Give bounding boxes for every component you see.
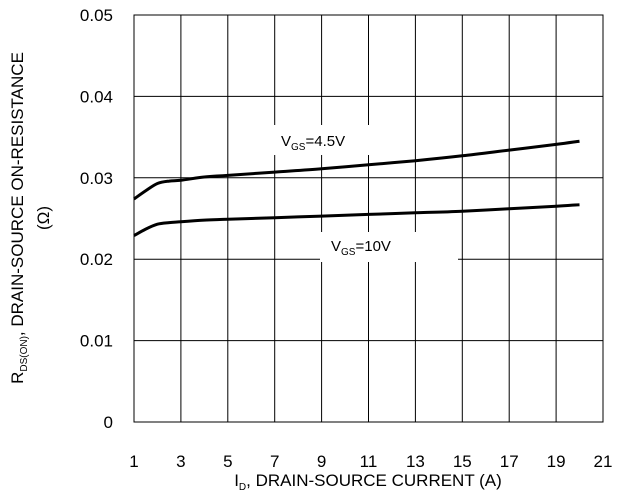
y-tick-label: 0.02 (80, 250, 113, 269)
y-tick-label: 0.03 (80, 169, 113, 188)
x-tick-label: 11 (360, 452, 378, 471)
grid-lines (133, 14, 604, 423)
x-tick-label: 19 (547, 452, 566, 471)
annotation-bg-vgs-4.5v (270, 125, 380, 155)
y-tick-labels: 0 0.01 0.02 0.03 0.04 0.05 (80, 6, 113, 432)
series-line-1 (133, 203, 580, 237)
annotation-vgs-4.5v: VGS=4.5V (281, 133, 345, 153)
series-lines (133, 139, 580, 237)
x-tick-label: 3 (176, 452, 185, 471)
plot-frame (133, 14, 604, 423)
x-tick-label: 7 (270, 452, 279, 471)
x-axis-title: ID, DRAIN-SOURCE CURRENT (A) (234, 471, 502, 493)
y-tick-label: 0.04 (80, 87, 113, 106)
x-tick-label: 15 (453, 452, 472, 471)
annotation-bg-vgs-10v (320, 232, 458, 262)
annotation-vgs-10v: VGS=10V (331, 238, 391, 258)
x-tick-label: 5 (223, 452, 232, 471)
x-tick-label: 21 (594, 452, 613, 471)
x-tick-labels: 1 3 5 7 9 11 13 15 17 19 21 (129, 452, 612, 471)
x-tick-label: 9 (317, 452, 326, 471)
y-tick-label: 0.01 (80, 332, 113, 351)
y-axis-title: RDS(ON), DRAIN-SOURCE ON-RESISTANCE (8, 52, 30, 384)
series-line-0 (133, 139, 580, 201)
y-tick-label: 0 (104, 413, 113, 432)
x-tick-label: 13 (406, 452, 425, 471)
x-tick-label: 17 (500, 452, 519, 471)
y-axis-unit: (Ω) (34, 206, 53, 230)
y-tick-label: 0.05 (80, 6, 113, 25)
x-tick-label: 1 (129, 452, 138, 471)
